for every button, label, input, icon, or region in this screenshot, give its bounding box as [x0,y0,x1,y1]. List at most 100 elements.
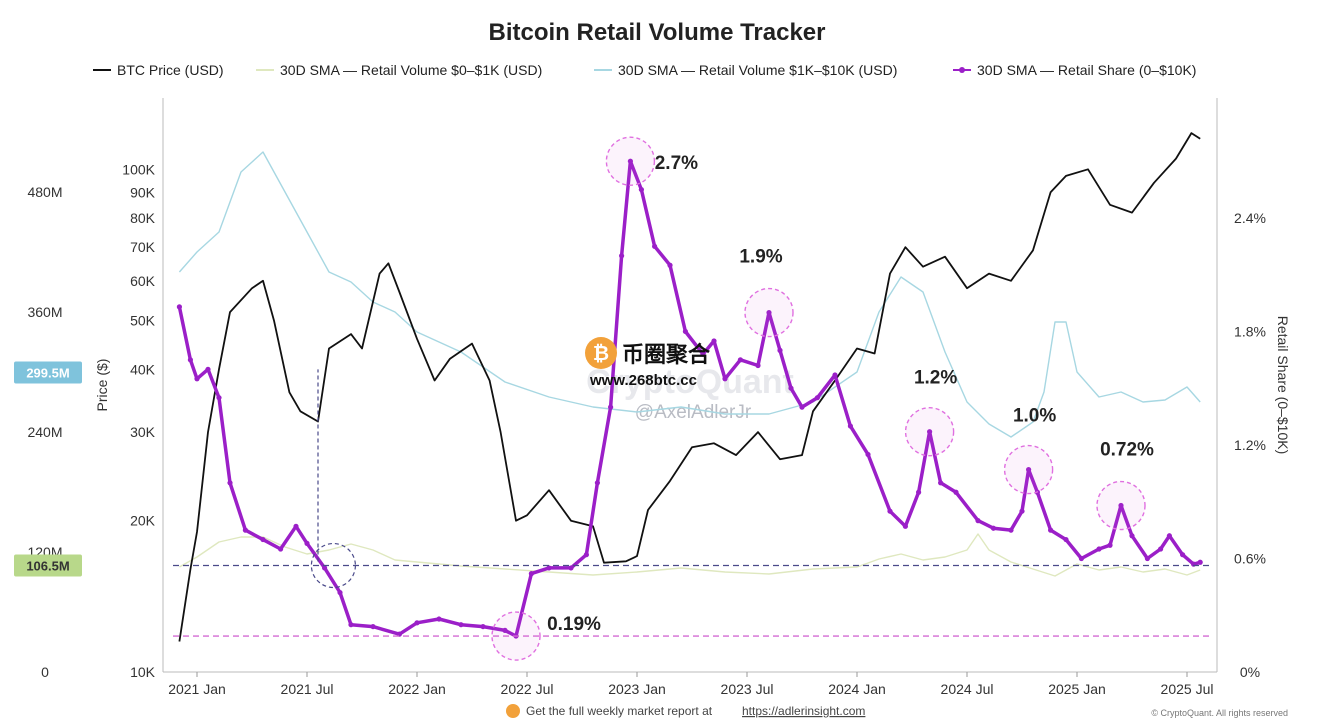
share-point [348,622,354,628]
share-point [568,565,574,571]
share-point [458,622,464,628]
price-tick-label: 90K [130,184,156,200]
watermark-handle: @AxelAdlerJr [635,402,752,423]
legend-item-btc-price[interactable]: BTC Price (USD) [93,62,224,78]
share-point [1129,533,1135,539]
price-tick-label: 20K [130,513,156,529]
series-line-3 [177,159,1201,638]
share-point [1019,508,1025,514]
share-point [322,565,328,571]
share-point [700,351,706,357]
share-point [304,540,310,546]
x-tick-label: 2021 Jan [168,681,226,697]
share-point [337,589,343,596]
volume-badge-bg [14,554,82,577]
share-tick-label: 2.4% [1234,210,1266,226]
x-tick-label: 2022 Jul [501,681,554,697]
bitcoin-icon [585,337,617,369]
share-point [766,309,772,316]
share-point [927,429,933,435]
share-point [711,338,717,344]
cryptoquant-logo-text: CryptoQuant [586,363,794,401]
share-point [414,620,420,626]
share-point [652,243,658,249]
share-point [1063,536,1069,543]
reference-lines [173,369,1212,637]
volume-tick-label: 480M [27,184,62,200]
x-tick-label: 2021 Jul [281,681,334,697]
share-point [608,404,614,410]
peak-marker-circle [491,611,541,661]
share-point [902,523,909,529]
share-point [847,423,854,429]
legend-label-retail-volume-0-1k: 30D SMA — Retail Volume $0–$1K (USD) [280,62,542,78]
chart-title: Bitcoin Retail Volume Tracker [489,19,826,46]
share-point [1008,527,1014,533]
legend-label-retail-share: 30D SMA — Retail Share (0–$10K) [977,62,1196,78]
share-point [528,571,535,577]
share-point [938,480,944,486]
brand-name: 币圈聚合 [622,342,711,367]
peak-label: 1.9% [739,247,782,268]
price-axis-title: Price ($) [94,359,110,412]
x-tick-label: 2022 Jan [388,681,446,697]
copyright-notice: © CryptoQuant. All rights reserved [1151,708,1288,718]
volume-badge-label: 299.5M [26,366,69,381]
share-point [216,395,222,401]
x-tick-label: 2023 Jul [721,681,774,697]
price-tick-label: 30K [130,424,156,440]
share-point [1107,542,1113,548]
peak-label: 0.72% [1100,440,1154,461]
share-tick-label: 0.6% [1234,550,1266,566]
brand-watermark: ₿ 币圈聚合 www.268btc.cc [585,337,711,389]
volume-badge-label: 106.5M [26,559,69,574]
share-point [1180,552,1186,558]
share-point [887,508,893,514]
share-point [187,357,193,363]
price-tick-label: 100K [122,161,155,177]
share-point [1026,466,1032,473]
share-point [1166,533,1172,539]
share-point [627,158,634,164]
series-line-2 [178,151,1201,438]
share-point [814,395,821,401]
share-point [227,480,233,486]
peak-marker-circle [904,407,955,457]
price-tick-label: 70K [130,239,156,255]
x-tick-label: 2025 Jan [1048,681,1106,697]
share-point [638,186,645,193]
share-point [755,362,761,369]
share-point [370,623,376,630]
share-point [990,525,997,531]
share-point [278,546,284,552]
share-point [777,347,783,353]
share-point [1144,555,1150,562]
price-tick-label: 10K [130,664,156,680]
peak-label: 2.7% [655,153,698,174]
share-point [583,552,590,558]
chart-legend: BTC Price (USD) 30D SMA — Retail Volume … [93,62,1196,78]
price-tick-label: 80K [130,210,156,226]
legend-item-retail-volume-1k-10k[interactable]: 30D SMA — Retail Volume $1K–$10K (USD) [594,62,897,78]
footer-report-link[interactable]: https://adlerinsight.com [742,704,865,718]
report-icon [506,704,520,718]
highlight-circle [310,542,356,589]
peak-label: 1.2% [914,368,957,389]
share-point [722,376,728,382]
legend-item-retail-volume-0-1k[interactable]: 30D SMA — Retail Volume $0–$1K (USD) [256,62,542,78]
x-tick-label: 2024 Jan [828,681,886,697]
legend-label-btc-price: BTC Price (USD) [117,62,224,78]
share-point [546,565,552,571]
legend-item-retail-share[interactable]: 30D SMA — Retail Share (0–$10K) [953,62,1196,78]
volume-tick-label: 240M [27,424,62,440]
share-point [788,385,794,391]
share-tick-label: 1.8% [1234,323,1266,339]
volume-badge-bg [14,361,82,384]
share-point [682,328,689,335]
x-tick-label: 2024 Jul [941,681,994,697]
share-point [975,518,981,524]
share-point [194,376,200,382]
bitcoin-icon-glyph: ₿ [593,341,609,365]
share-point [176,304,182,310]
